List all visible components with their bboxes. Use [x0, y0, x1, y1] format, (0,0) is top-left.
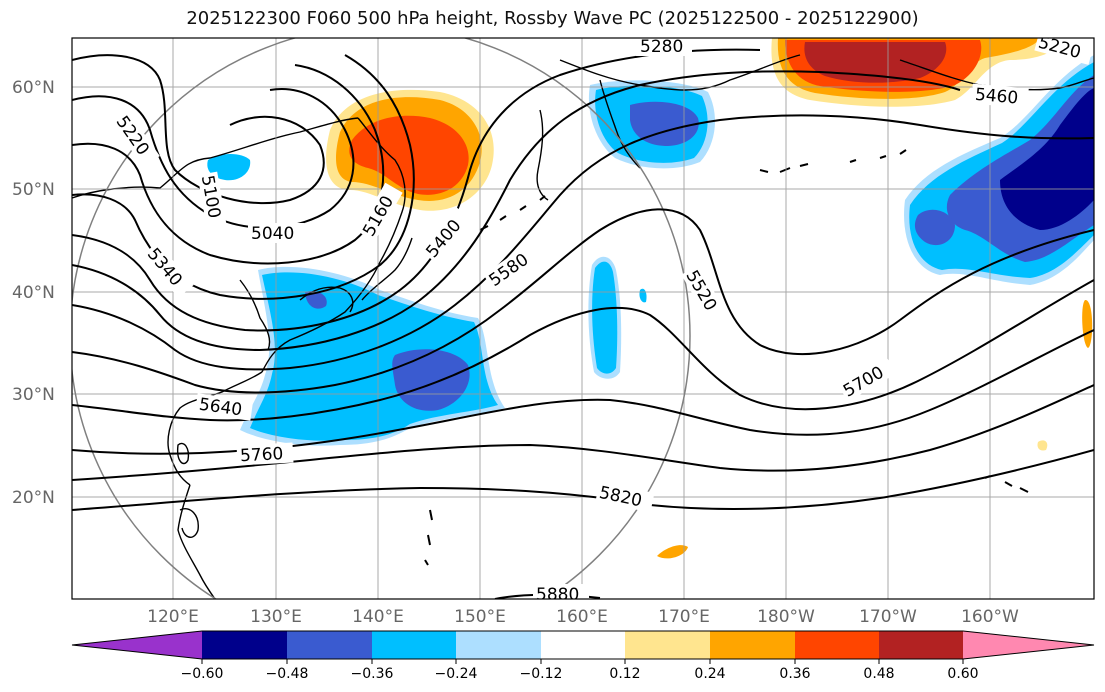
lon-label: 140°E [352, 607, 404, 627]
colorbar-tick-label: 0.60 [947, 666, 978, 682]
colorbar-tick-label: 0.12 [609, 666, 640, 682]
contour-label: 5880 [536, 585, 579, 605]
contour-label: 5280 [640, 37, 683, 57]
lon-label: 130°E [250, 607, 302, 627]
colorbar-tick-label: −0.12 [520, 666, 563, 682]
colorbar: −0.60 −0.48 −0.36 −0.24 −0.12 0.12 0.24 … [71, 630, 1095, 682]
negative-anomaly-alaska-west [914, 209, 955, 246]
contour-label: 5040 [251, 224, 294, 244]
negative-anomaly-siberia-small [207, 154, 251, 181]
longitude-labels: 120°E 130°E 140°E 150°E 160°E 170°E 180°… [147, 607, 1019, 627]
negative-anomaly-alaska-dark [1000, 88, 1094, 230]
negative-anomaly-kamchatka-mid [630, 101, 699, 146]
colorbar-swatch [287, 631, 372, 659]
positive-anomaly-small-1 [657, 545, 688, 559]
lon-label: 160°E [556, 607, 608, 627]
latitude-labels: 20°N 30°N 40°N 50°N 60°N [12, 78, 55, 508]
colorbar-tick-label: −0.36 [351, 666, 394, 682]
negative-anomaly-korea-mid [305, 290, 327, 309]
colorbar-swatch [879, 631, 963, 659]
lon-label: 160°W [961, 607, 1019, 627]
contour-label: 5460 [974, 85, 1019, 109]
lat-label: 40°N [12, 283, 55, 303]
positive-anomaly-east-edge [1082, 299, 1093, 348]
colorbar-tick-label: −0.48 [266, 666, 309, 682]
negative-anomaly-narrow-band-light [592, 261, 618, 374]
map-background [72, 38, 1094, 599]
colorbar-tick-label: −0.60 [181, 666, 224, 682]
colorbar-swatch [625, 631, 710, 659]
positive-anomaly-okhotsk-strong [349, 115, 469, 195]
colorbar-tick-label: 0.24 [694, 666, 725, 682]
gridlines [72, 38, 1094, 599]
colorbar-swatch [72, 631, 202, 659]
lon-label: 150°E [454, 607, 506, 627]
colorbar-swatch [372, 631, 456, 659]
anomaly-shading [207, 38, 1094, 559]
colorbar-swatch [795, 631, 879, 659]
colorbar-swatch [202, 631, 287, 659]
colorbar-swatch [710, 631, 795, 659]
colorbar-tick-label: 0.48 [863, 666, 894, 682]
lat-label: 20°N [12, 488, 55, 508]
lon-label: 170°W [859, 607, 917, 627]
map-frame [71, 37, 1095, 600]
colorbar-swatch [456, 631, 541, 659]
lat-label: 60°N [12, 78, 55, 98]
map-title: 2025122300 F060 500 hPa height, Rossby W… [186, 8, 919, 29]
lat-label: 50°N [12, 180, 55, 200]
region-circle [72, 38, 691, 599]
colorbar-swatch [963, 631, 1094, 659]
negative-anomaly-japan-mid [392, 349, 470, 411]
lon-label: 120°E [147, 607, 199, 627]
height-contours [72, 48, 1094, 599]
lat-label: 30°N [12, 385, 55, 405]
coastlines [72, 54, 1094, 599]
colorbar-swatch [541, 631, 625, 659]
lon-label: 180°W [757, 607, 815, 627]
positive-anomaly-small-2 [1037, 440, 1048, 451]
colorbar-tick-label: −0.24 [435, 666, 478, 682]
colorbar-tick-label: 0.36 [779, 666, 810, 682]
lon-label: 170°E [658, 607, 710, 627]
contour-label: 5760 [240, 444, 284, 466]
